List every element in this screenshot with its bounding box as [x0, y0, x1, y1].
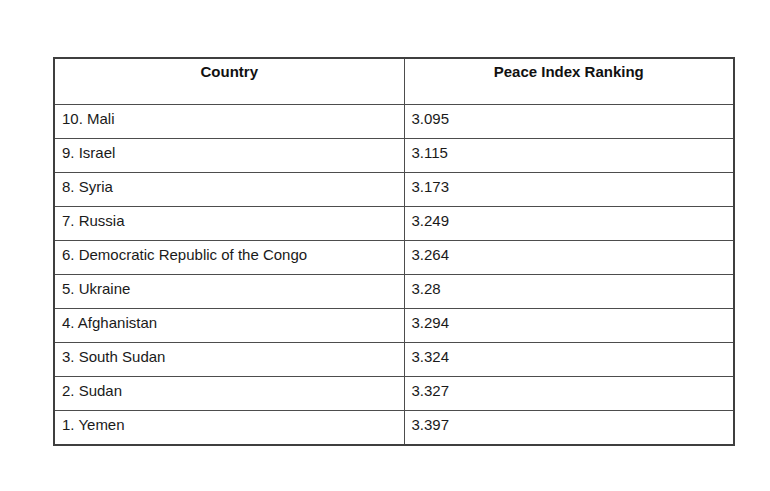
table-row: 2. Sudan 3.327 — [54, 377, 734, 411]
cell-country: 3. South Sudan — [54, 343, 404, 377]
table-row: 8. Syria 3.173 — [54, 173, 734, 207]
table-row: 4. Afghanistan 3.294 — [54, 309, 734, 343]
cell-ranking-value: 3.327 — [404, 377, 734, 411]
cell-ranking-value: 3.264 — [404, 241, 734, 275]
table-row: 5. Ukraine 3.28 — [54, 275, 734, 309]
cell-ranking-value: 3.115 — [404, 139, 734, 173]
header-cell-country: Country — [54, 58, 404, 105]
cell-country: 1. Yemen — [54, 411, 404, 446]
cell-country: 9. Israel — [54, 139, 404, 173]
cell-ranking-value: 3.173 — [404, 173, 734, 207]
cell-country: 6. Democratic Republic of the Congo — [54, 241, 404, 275]
cell-ranking-value: 3.324 — [404, 343, 734, 377]
cell-ranking-value: 3.397 — [404, 411, 734, 446]
cell-country: 10. Mali — [54, 105, 404, 139]
header-row: Country Peace Index Ranking — [54, 58, 734, 105]
cell-ranking-value: 3.249 — [404, 207, 734, 241]
table-row: 10. Mali 3.095 — [54, 105, 734, 139]
cell-country: 5. Ukraine — [54, 275, 404, 309]
cell-country: 4. Afghanistan — [54, 309, 404, 343]
cell-ranking-value: 3.095 — [404, 105, 734, 139]
peace-index-table: Country Peace Index Ranking 10. Mali 3.0… — [53, 57, 735, 446]
peace-index-table-container: Country Peace Index Ranking 10. Mali 3.0… — [53, 57, 735, 446]
table-row: 6. Democratic Republic of the Congo 3.26… — [54, 241, 734, 275]
table-row: 1. Yemen 3.397 — [54, 411, 734, 446]
table-row: 7. Russia 3.249 — [54, 207, 734, 241]
cell-country: 8. Syria — [54, 173, 404, 207]
cell-ranking-value: 3.28 — [404, 275, 734, 309]
table-row: 3. South Sudan 3.324 — [54, 343, 734, 377]
cell-country: 7. Russia — [54, 207, 404, 241]
cell-ranking-value: 3.294 — [404, 309, 734, 343]
header-cell-ranking: Peace Index Ranking — [404, 58, 734, 105]
table-row: 9. Israel 3.115 — [54, 139, 734, 173]
cell-country: 2. Sudan — [54, 377, 404, 411]
